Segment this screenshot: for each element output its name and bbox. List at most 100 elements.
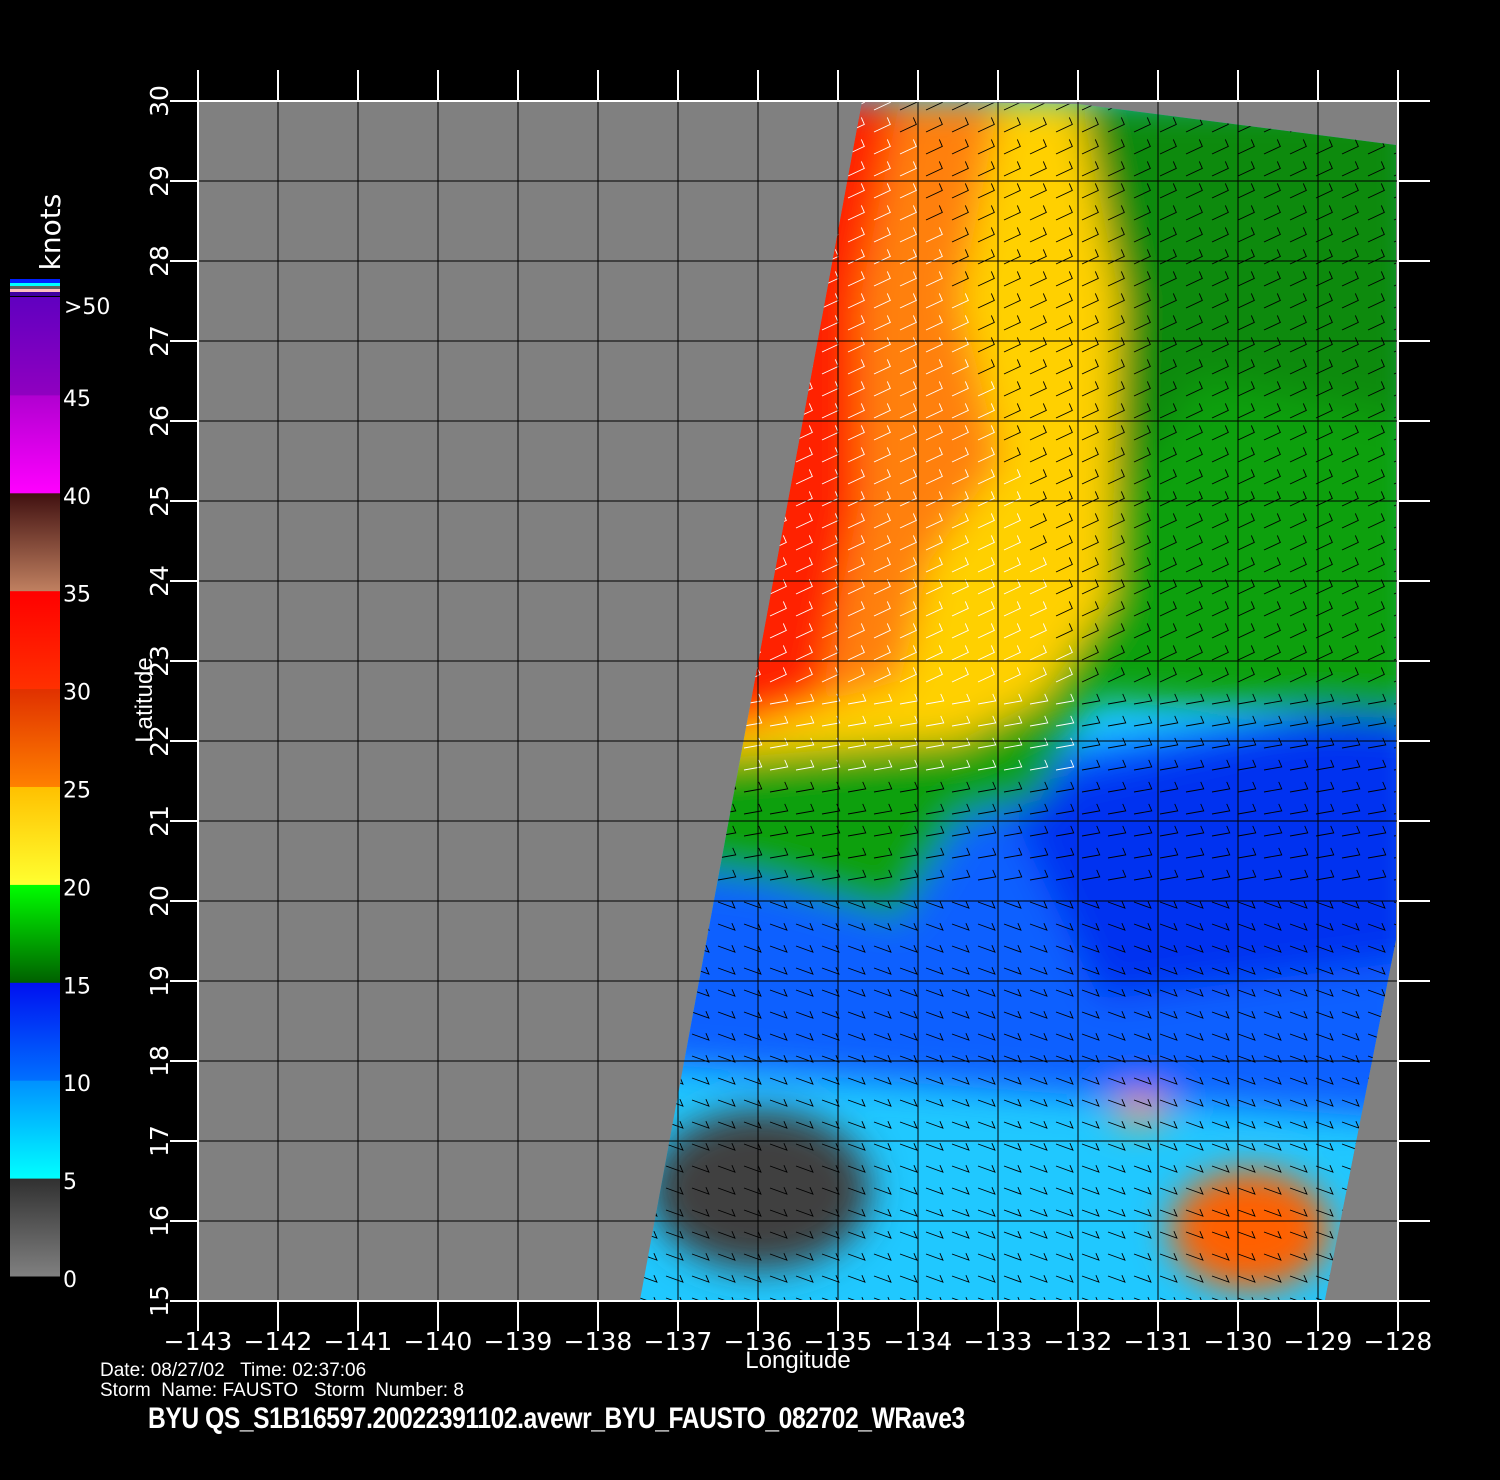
wind-barb xyxy=(1185,183,1203,199)
wind-barb xyxy=(1081,966,1100,975)
wind-barb xyxy=(743,922,762,931)
wind-barb xyxy=(1315,645,1333,661)
wind-barb xyxy=(795,1252,814,1261)
wind-barb xyxy=(1237,645,1255,661)
wind-barb xyxy=(1107,205,1125,221)
wind-barb xyxy=(1107,337,1125,353)
wind-barb xyxy=(873,988,892,997)
wind-barb xyxy=(1315,403,1333,419)
wind-barb xyxy=(1055,293,1073,309)
wind-barb xyxy=(1133,1010,1152,1019)
wind-barb xyxy=(1003,1274,1022,1283)
wind-barb xyxy=(1133,337,1151,353)
wind-barb xyxy=(873,1010,892,1019)
wind-barb xyxy=(1107,491,1125,507)
wind-barb xyxy=(1185,623,1203,639)
colorbar: 0 5 10 15 20 25 30 35 40 45 >50 knots xyxy=(10,194,110,1293)
wind-barb xyxy=(1107,1296,1126,1300)
wind-barb xyxy=(873,425,891,441)
wind-barb xyxy=(1237,667,1255,683)
wind-barb xyxy=(1263,491,1281,507)
wind-barb xyxy=(899,1120,918,1129)
wind-barb xyxy=(1237,1142,1256,1151)
wind-barb xyxy=(1029,1296,1048,1300)
wind-barb xyxy=(1029,535,1047,551)
wind-barb xyxy=(951,293,969,309)
wind-barb xyxy=(1029,271,1047,287)
wind-barb xyxy=(925,966,944,975)
wind-barb xyxy=(873,825,893,837)
wind-barb xyxy=(1107,315,1125,331)
wind-barb xyxy=(1055,645,1073,661)
lon-tick-label: −131 xyxy=(1124,1327,1193,1356)
wind-barb xyxy=(1055,1010,1074,1019)
wind-barb xyxy=(1315,667,1333,683)
wind-barb xyxy=(821,1098,840,1107)
wind-barb xyxy=(1133,988,1152,997)
wind-barb xyxy=(899,922,918,931)
wind-barb xyxy=(1159,161,1177,177)
wind-barb xyxy=(1341,381,1359,397)
wind-barb xyxy=(769,944,788,953)
wind-barb xyxy=(951,1098,970,1107)
wind-barb xyxy=(1315,381,1333,397)
wind-barb xyxy=(1367,205,1385,221)
wind-barb xyxy=(1003,1120,1022,1129)
wind-barb xyxy=(640,1274,658,1283)
wind-barb xyxy=(925,447,943,463)
wind-barb xyxy=(899,1164,918,1173)
wind-barb xyxy=(1367,469,1385,485)
wind-barb xyxy=(769,869,789,881)
wind-barb xyxy=(847,1076,866,1085)
wind-barb xyxy=(899,988,918,997)
wind-barb xyxy=(1367,715,1387,727)
wind-barb xyxy=(873,1120,892,1129)
wind-barb xyxy=(1029,900,1048,909)
lat-tick-label: 28 xyxy=(145,245,174,277)
wind-barb xyxy=(1107,1252,1126,1261)
wind-barb xyxy=(951,900,970,909)
wind-barb xyxy=(1029,693,1049,705)
lat-tick-label: 29 xyxy=(145,165,174,197)
wind-barb xyxy=(1159,205,1177,221)
wind-barb xyxy=(1107,513,1125,529)
wind-barb xyxy=(1211,557,1229,573)
wind-barb xyxy=(1367,381,1385,397)
wind-barb xyxy=(951,601,969,617)
lon-tick-label: −128 xyxy=(1364,1327,1433,1356)
wind-barb xyxy=(1315,359,1333,375)
wind-barb xyxy=(1003,803,1023,815)
wind-barb xyxy=(873,381,891,397)
wind-barb xyxy=(847,1208,866,1217)
wind-barb xyxy=(691,1120,710,1129)
wind-barb xyxy=(1133,1054,1152,1063)
wind-barb xyxy=(977,1164,996,1173)
wind-barb xyxy=(899,293,917,309)
wind-barb xyxy=(795,900,814,909)
wind-barb xyxy=(821,922,840,931)
wind-barb xyxy=(899,337,917,353)
wind-barb xyxy=(1237,271,1255,287)
wind-barb xyxy=(1315,271,1333,287)
wind-barb xyxy=(951,513,969,529)
wind-barb xyxy=(873,900,892,909)
wind-barb xyxy=(1185,1098,1204,1107)
wind-barb xyxy=(1211,988,1230,997)
wind-barb xyxy=(1341,693,1361,705)
wind-barb xyxy=(1029,293,1047,309)
wind-barb xyxy=(769,1296,788,1300)
wind-barb xyxy=(1003,359,1021,375)
colorbar-label: 0 xyxy=(63,1268,77,1293)
wind-barb xyxy=(925,988,944,997)
wind-barb xyxy=(977,1208,996,1217)
wind-barb xyxy=(1107,759,1127,771)
wind-barb xyxy=(1055,315,1073,331)
wind-barb xyxy=(1185,1186,1204,1195)
wind-barb xyxy=(1263,579,1281,595)
wind-barb xyxy=(1159,781,1179,793)
wind-barb xyxy=(1081,557,1099,573)
lon-tick-label: −136 xyxy=(724,1327,793,1356)
wind-barb xyxy=(1341,535,1359,551)
wind-barb xyxy=(1003,1054,1022,1063)
